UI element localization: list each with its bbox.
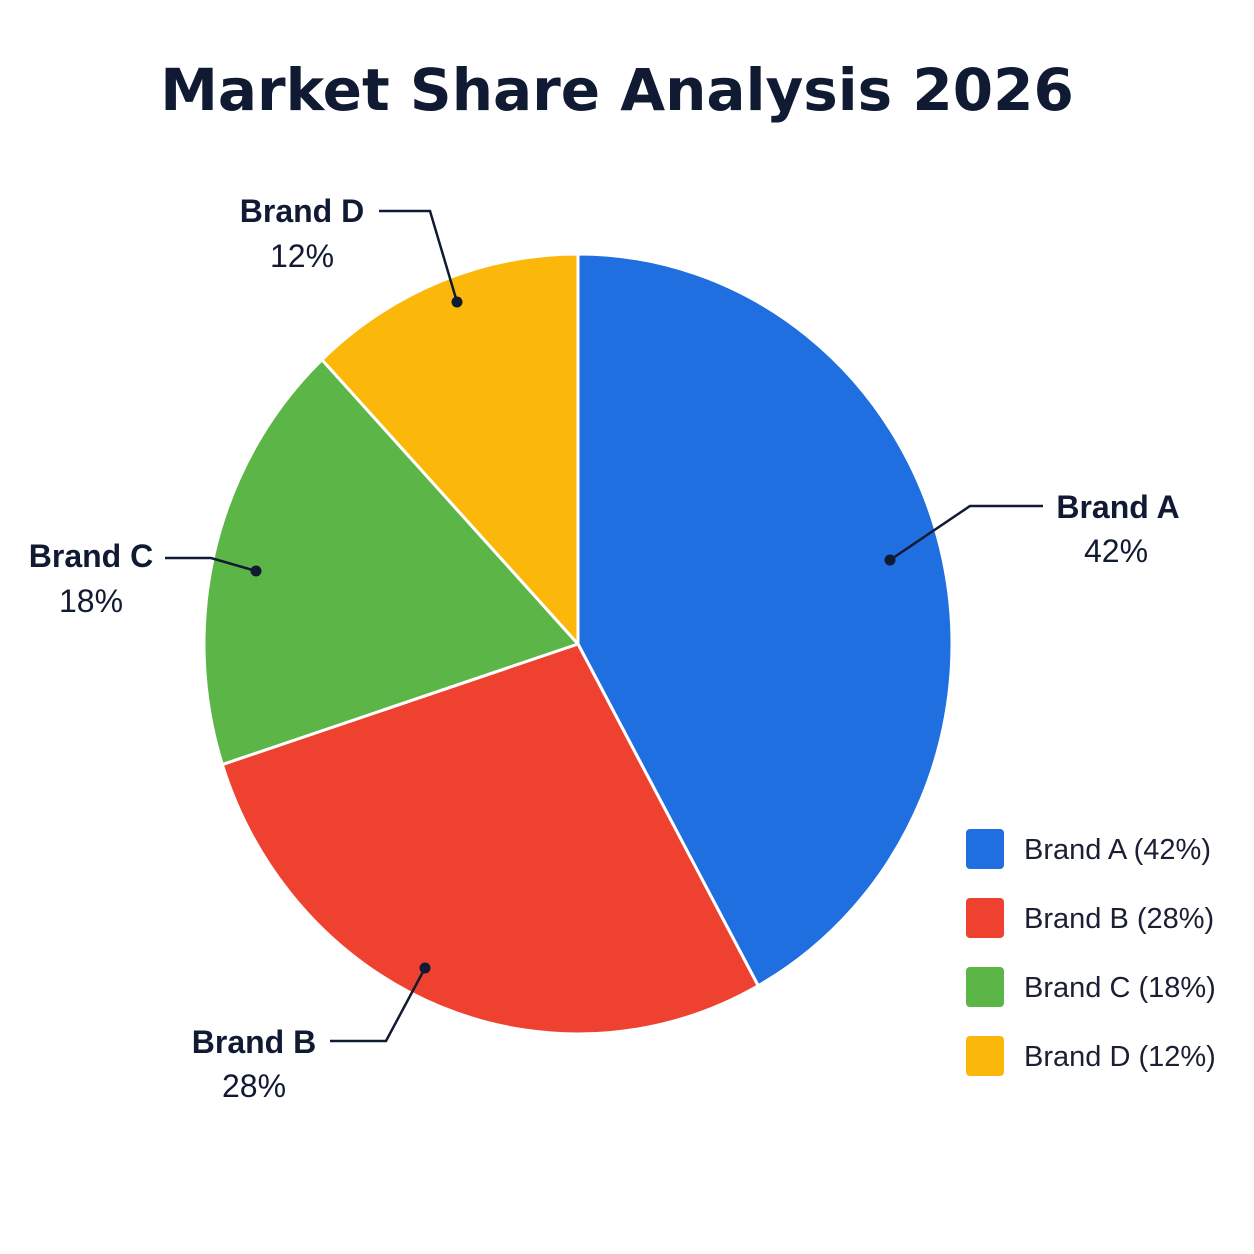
slice-callouts: Brand A 42% Brand B 28% Brand C 18% Brand D 12% (29, 193, 1180, 1104)
legend-label-brand-a: Brand A (42%) (1024, 834, 1211, 866)
legend-swatch-brand-c (966, 967, 1004, 1007)
leader-line-brand-b (330, 967, 427, 1043)
legend-label-brand-c: Brand C (18%) (1024, 972, 1216, 1004)
pie-slice-brand-b (220, 642, 760, 1036)
leader-line-brand-a (889, 504, 1043, 562)
leader-dot-brand-a (884, 554, 896, 566)
legend-label-brand-d: Brand D (12%) (1024, 1041, 1216, 1073)
legend-swatch-brand-d (966, 1036, 1004, 1076)
callout-name-brand-a: Brand A (1056, 489, 1179, 525)
leader-dot-brand-d (451, 296, 463, 308)
leader-dot-brand-b (419, 962, 431, 974)
callout-value-brand-d: 12% (270, 238, 334, 274)
pie-slices (202, 252, 954, 1036)
legend-label-brand-b: Brand B (28%) (1024, 903, 1214, 935)
leader-line-brand-d (379, 209, 459, 303)
pie-slice-brand-a (576, 252, 954, 988)
callout-value-brand-c: 18% (59, 583, 123, 619)
pie-slice-brand-d (320, 252, 580, 646)
pie-slice-brand-c (202, 358, 580, 767)
leader-line-brand-c (165, 556, 257, 573)
callout-name-brand-c: Brand C (29, 538, 153, 574)
legend-swatch-brand-b (966, 898, 1004, 938)
chart-title: Market Share Analysis 2026 (160, 56, 1074, 124)
legend-swatch-brand-a (966, 829, 1004, 869)
callout-value-brand-a: 42% (1084, 533, 1148, 569)
callout-name-brand-d: Brand D (240, 193, 364, 229)
legend: Brand A (42%) Brand B (28%) Brand C (18%) B… (966, 829, 1216, 1076)
callout-name-brand-b: Brand B (192, 1024, 316, 1060)
callout-value-brand-b: 28% (222, 1068, 286, 1104)
leader-dot-brand-c (250, 565, 262, 577)
